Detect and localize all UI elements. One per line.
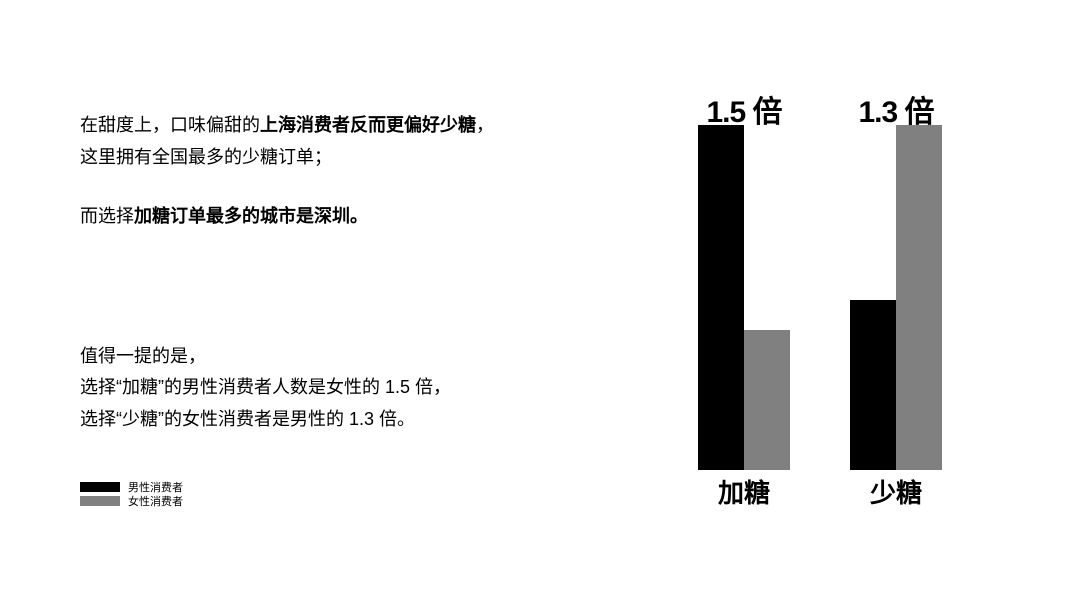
p1-text-bold: 上海消费者反而更偏好少糖 [260,115,476,135]
text-column: 在甜度上，口味偏甜的上海消费者反而更偏好少糖， 这里拥有全国最多的少糖订单； 而… [80,110,560,435]
p1-text-d: 这里拥有全国最多的少糖订单； [80,147,332,167]
x-label-shaotang: 少糖 [796,473,996,510]
value-label-shaotang: 1.3 倍 [796,87,996,131]
bar-jiatang-female [744,330,790,470]
bar-chart: 1.5 倍 加糖 1.3 倍 少糖 [620,85,1020,525]
legend-swatch-male [80,482,120,492]
paragraph-1: 在甜度上，口味偏甜的上海消费者反而更偏好少糖， 这里拥有全国最多的少糖订单； [80,110,560,173]
p3-text-c: 选择“少糖”的女性消费者是男性的 1.3 倍。 [80,409,415,429]
p1-text-c: ， [476,115,494,135]
legend-row-male: 男性消费者 [80,480,183,494]
chart-plot-area: 1.5 倍 加糖 1.3 倍 少糖 [620,85,1020,470]
p2-text-a: 而选择 [80,206,134,226]
p1-text-a: 在甜度上，口味偏甜的 [80,115,260,135]
paragraph-2: 而选择加糖订单最多的城市是深圳。 [80,201,560,233]
p3-text-b: 选择“加糖”的男性消费者人数是女性的 1.5 倍， [80,377,451,397]
bar-jiatang-male [698,125,744,470]
bar-shaotang-female [896,125,942,470]
legend-label-female: 女性消费者 [128,493,183,509]
legend-swatch-female [80,496,120,506]
p3-text-a: 值得一提的是， [80,346,206,366]
bar-group-jiatang: 1.5 倍 加糖 [698,125,790,470]
bar-group-shaotang: 1.3 倍 少糖 [850,125,942,470]
bar-shaotang-male [850,300,896,470]
paragraph-3: 值得一提的是， 选择“加糖”的男性消费者人数是女性的 1.5 倍， 选择“少糖”… [80,341,560,436]
legend-row-female: 女性消费者 [80,494,183,508]
p2-text-bold: 加糖订单最多的城市是深圳。 [134,206,368,226]
legend: 男性消费者 女性消费者 [80,480,183,508]
